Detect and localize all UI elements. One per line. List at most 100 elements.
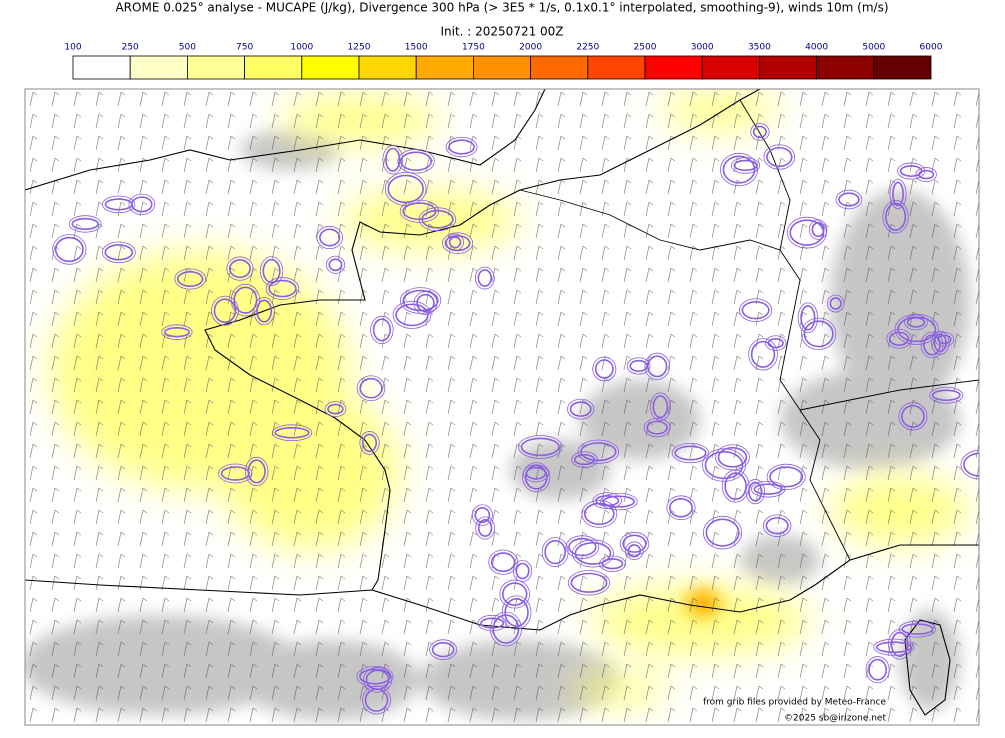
contour bbox=[571, 539, 614, 568]
colorbar-tick-label: 6000 bbox=[920, 43, 943, 53]
credit: ©2025 sb@irizone.net bbox=[784, 714, 886, 724]
contour bbox=[920, 331, 944, 359]
contour bbox=[446, 233, 464, 251]
contour bbox=[892, 181, 904, 207]
contour bbox=[835, 189, 863, 210]
map bbox=[25, 89, 999, 725]
contour bbox=[741, 300, 770, 320]
contour bbox=[176, 271, 204, 287]
contour bbox=[730, 157, 761, 174]
colorbar-segment bbox=[759, 55, 818, 80]
contour bbox=[629, 359, 648, 372]
contour bbox=[568, 537, 597, 557]
contour bbox=[838, 192, 860, 207]
contour bbox=[963, 452, 979, 477]
contour bbox=[515, 562, 530, 580]
contour bbox=[769, 466, 804, 488]
contour bbox=[764, 335, 787, 351]
contour bbox=[228, 259, 251, 279]
contour bbox=[901, 404, 925, 428]
contour bbox=[226, 256, 254, 281]
contour bbox=[71, 217, 99, 230]
contour bbox=[646, 420, 668, 435]
colorbar-tick-label: 3000 bbox=[691, 43, 714, 53]
colorbar-segment bbox=[415, 55, 474, 80]
contour bbox=[522, 462, 551, 493]
contour bbox=[649, 392, 671, 421]
contour bbox=[325, 255, 346, 274]
contour bbox=[518, 435, 563, 459]
contour bbox=[722, 155, 756, 184]
contour bbox=[477, 614, 507, 632]
contour bbox=[359, 668, 391, 685]
contour bbox=[233, 286, 258, 314]
contour bbox=[104, 198, 133, 211]
contour bbox=[627, 544, 642, 558]
colorbar-tick-label: 1000 bbox=[290, 43, 313, 53]
contour bbox=[929, 386, 964, 404]
contour bbox=[652, 395, 669, 419]
colorbar-segment bbox=[587, 55, 646, 80]
contour bbox=[644, 352, 670, 380]
colorbar-tick-label: 100 bbox=[64, 43, 81, 53]
contour bbox=[901, 623, 934, 635]
contour bbox=[364, 688, 389, 712]
contour bbox=[431, 642, 455, 658]
contour bbox=[643, 418, 671, 438]
contour bbox=[594, 359, 614, 379]
contour bbox=[399, 151, 433, 171]
contour bbox=[387, 174, 424, 204]
contour bbox=[581, 499, 618, 528]
colorbar-tick-label: 5000 bbox=[862, 43, 885, 53]
contour bbox=[899, 165, 923, 177]
contour bbox=[399, 287, 442, 314]
contour bbox=[577, 439, 620, 464]
contour bbox=[748, 481, 763, 502]
contour bbox=[721, 469, 750, 503]
contour bbox=[898, 620, 936, 638]
contour bbox=[161, 324, 193, 340]
contour bbox=[271, 424, 313, 442]
contour bbox=[362, 433, 378, 453]
contour bbox=[259, 256, 284, 286]
contour bbox=[247, 459, 266, 484]
map-frame bbox=[24, 88, 980, 726]
contour bbox=[647, 355, 668, 378]
contour bbox=[402, 202, 437, 221]
colorbar-segment bbox=[530, 55, 589, 80]
contour bbox=[762, 514, 792, 537]
contour bbox=[363, 666, 393, 693]
contour bbox=[328, 258, 343, 272]
contour bbox=[385, 147, 401, 172]
contour bbox=[750, 123, 770, 141]
contour bbox=[499, 579, 531, 609]
contour bbox=[382, 145, 404, 175]
contour bbox=[324, 401, 347, 418]
colorbar-tick-label: 2000 bbox=[519, 43, 542, 53]
contour bbox=[937, 334, 952, 345]
contour bbox=[750, 340, 776, 368]
credit: from grib files provided by Meteo-France bbox=[703, 698, 886, 708]
colorbar: 100 250 500 750 1000 1250 1500 1750 2000 2250 2500… bbox=[64, 43, 943, 80]
contour bbox=[702, 515, 743, 550]
contour bbox=[356, 375, 386, 402]
colorbar-tick-label: 1750 bbox=[462, 43, 485, 53]
contour bbox=[475, 516, 495, 540]
contour bbox=[984, 452, 999, 460]
contour bbox=[316, 225, 343, 250]
contour bbox=[767, 337, 784, 349]
contour bbox=[897, 162, 926, 180]
contour bbox=[882, 200, 909, 234]
contour bbox=[569, 401, 592, 417]
contour bbox=[888, 629, 912, 660]
contour bbox=[268, 279, 297, 298]
contour bbox=[370, 315, 394, 345]
colorbar-segment bbox=[358, 55, 417, 80]
title: AROME 0.025° analyse - MUCAPE (J/kg), Di… bbox=[115, 1, 888, 15]
colorbar-segment bbox=[644, 55, 703, 80]
contour bbox=[574, 541, 612, 565]
contour bbox=[68, 215, 102, 233]
contour bbox=[397, 148, 435, 174]
colorbar-tick-label: 2500 bbox=[634, 43, 657, 53]
